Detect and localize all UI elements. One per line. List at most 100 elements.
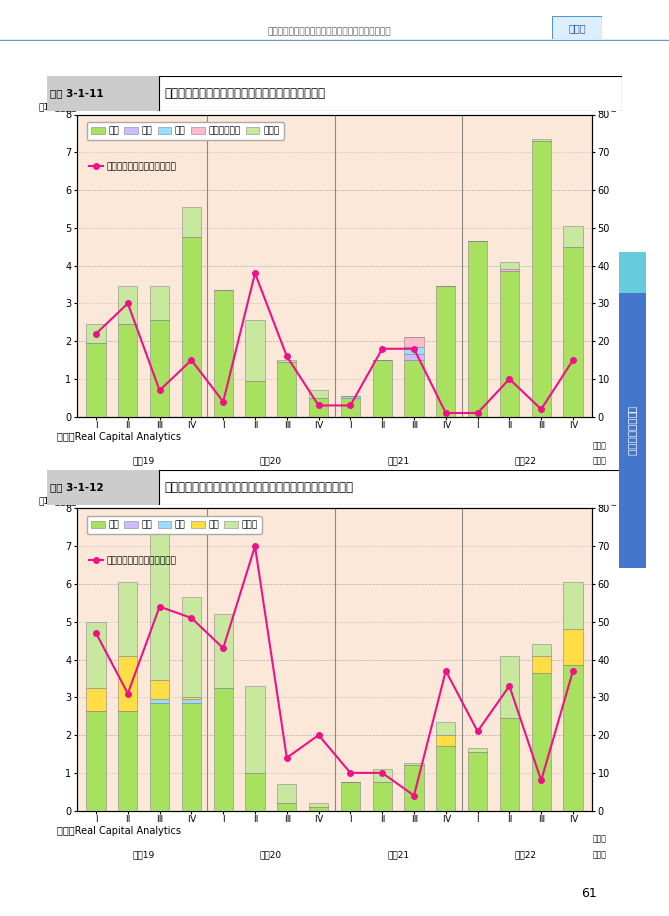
Bar <box>405 766 423 811</box>
Text: 第３章: 第３章 <box>568 23 586 33</box>
Text: 平成20: 平成20 <box>260 456 282 465</box>
Bar <box>150 681 169 699</box>
Text: 世界の不動産投資と今後の我が国の不動産投資市場: 世界の不動産投資と今後の我が国の不動産投資市場 <box>268 27 391 37</box>
Text: 図表 3-1-11: 図表 3-1-11 <box>50 89 103 98</box>
Bar <box>405 347 423 354</box>
Bar <box>563 629 583 665</box>
Bar <box>532 139 551 141</box>
Bar <box>213 688 233 811</box>
Text: （期）: （期） <box>593 441 607 450</box>
Bar <box>309 803 328 807</box>
Text: （年）: （年） <box>593 850 607 859</box>
Bar <box>182 697 201 699</box>
Text: （年）: （年） <box>593 456 607 465</box>
Bar <box>246 773 264 811</box>
Bar <box>47 76 159 111</box>
Bar <box>86 344 106 417</box>
Bar <box>563 246 583 417</box>
Text: 平成22: 平成22 <box>514 850 537 859</box>
Bar <box>468 752 487 811</box>
Bar <box>500 656 519 718</box>
Bar <box>277 784 296 803</box>
Bar <box>436 722 456 735</box>
Bar <box>500 271 519 417</box>
Text: 平成20: 平成20 <box>260 850 282 859</box>
Text: （10億ドル）: （10億ドル） <box>38 103 77 112</box>
Bar <box>405 337 423 347</box>
Text: 平成21: 平成21 <box>387 850 409 859</box>
Bar <box>118 582 137 656</box>
Bar <box>118 711 137 811</box>
Bar <box>341 398 360 417</box>
Bar <box>341 396 360 398</box>
Bar <box>563 582 583 629</box>
Bar <box>213 290 233 417</box>
Bar <box>150 528 169 681</box>
Text: 香港への不動産投資額とクロスボーダー比率の推移: 香港への不動産投資額とクロスボーダー比率の推移 <box>165 87 326 100</box>
Bar <box>436 747 456 811</box>
Bar <box>182 207 201 237</box>
Bar <box>182 703 201 811</box>
Bar <box>182 237 201 417</box>
Text: 図表 3-1-12: 図表 3-1-12 <box>50 483 103 492</box>
Text: 平成22: 平成22 <box>514 456 537 465</box>
Bar <box>150 703 169 811</box>
Bar <box>341 782 360 811</box>
Bar <box>436 735 456 747</box>
Bar <box>309 390 328 398</box>
Bar <box>150 287 169 321</box>
Bar <box>405 360 423 417</box>
Bar <box>182 597 201 697</box>
Text: 61: 61 <box>581 887 597 900</box>
Bar <box>246 381 264 417</box>
Bar <box>532 672 551 811</box>
Text: 平成19: 平成19 <box>132 850 155 859</box>
Bar <box>277 362 296 417</box>
Text: （%）: （%） <box>597 103 617 112</box>
Bar <box>277 803 296 811</box>
Text: 資料：Real Capital Analytics: 資料：Real Capital Analytics <box>57 825 181 835</box>
Bar <box>532 141 551 417</box>
Bar <box>373 360 392 417</box>
Text: （10億ドル）: （10億ドル） <box>38 496 77 506</box>
Text: シンガポールへの不動産投資額とクロスボーダー比率の推移: シンガポールへの不動産投資額とクロスボーダー比率の推移 <box>165 481 354 494</box>
Bar <box>150 321 169 417</box>
Bar <box>309 807 328 811</box>
Bar <box>405 354 423 360</box>
Bar <box>246 321 264 381</box>
Bar <box>500 718 519 811</box>
Bar <box>47 470 159 505</box>
Bar <box>182 699 201 703</box>
Bar <box>118 656 137 711</box>
Bar <box>86 688 106 711</box>
Bar <box>500 269 519 271</box>
Bar <box>118 324 137 417</box>
Bar <box>86 324 106 344</box>
Bar <box>86 622 106 688</box>
Legend: クロスボーダー比率（右軸）: クロスボーダー比率（右軸） <box>86 553 179 568</box>
Text: 資料：Real Capital Analytics: 資料：Real Capital Analytics <box>57 431 181 442</box>
Legend: クロスボーダー比率（右軸）: クロスボーダー比率（右軸） <box>86 159 179 174</box>
Bar <box>563 226 583 246</box>
Bar <box>309 398 328 417</box>
Bar <box>436 287 456 417</box>
Text: 平成21: 平成21 <box>387 456 409 465</box>
Bar <box>500 262 519 269</box>
Bar <box>373 782 392 811</box>
Text: （%）: （%） <box>597 496 617 506</box>
Bar <box>468 748 487 752</box>
Text: 土地に関する動向: 土地に関する動向 <box>628 406 637 455</box>
Bar <box>468 241 487 417</box>
Bar <box>373 769 392 782</box>
Bar <box>213 615 233 688</box>
Bar <box>532 656 551 672</box>
Bar <box>150 699 169 703</box>
Bar <box>86 711 106 811</box>
Text: 平成19: 平成19 <box>132 456 155 465</box>
Bar <box>563 665 583 811</box>
Bar <box>532 645 551 656</box>
Bar <box>405 763 423 766</box>
Bar <box>246 686 264 773</box>
Bar <box>277 360 296 362</box>
Text: （期）: （期） <box>593 834 607 844</box>
